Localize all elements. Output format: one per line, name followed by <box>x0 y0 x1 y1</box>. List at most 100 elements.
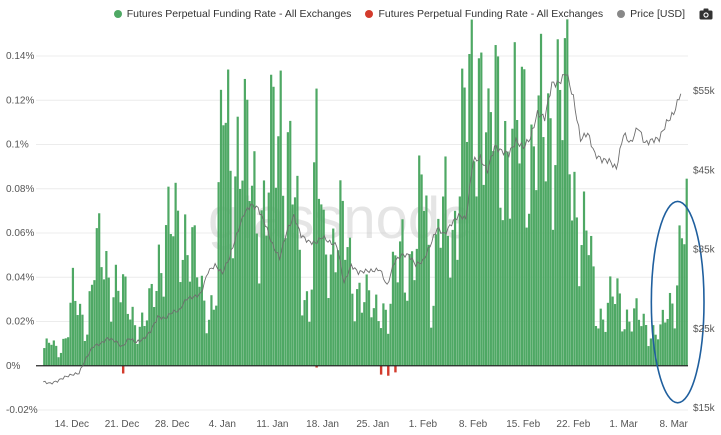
funding-bar <box>470 19 473 366</box>
funding-bar <box>430 327 433 366</box>
funding-bar <box>296 175 299 366</box>
funding-bar <box>305 291 309 366</box>
funding-bar <box>176 210 180 366</box>
funding-bar <box>649 338 652 366</box>
funding-bar <box>90 284 94 366</box>
funding-bar <box>391 251 395 366</box>
funding-bar <box>654 334 657 366</box>
funding-bar <box>463 87 466 366</box>
funding-bar <box>484 132 488 366</box>
funding-bar <box>241 180 244 366</box>
funding-bar <box>341 200 344 366</box>
funding-bar <box>613 304 617 366</box>
funding-bar <box>532 146 535 366</box>
funding-bar <box>547 93 550 366</box>
funding-bar <box>592 266 595 366</box>
funding-bar <box>219 89 223 366</box>
annotation-ellipse <box>650 200 705 404</box>
funding-bar <box>401 219 404 366</box>
legend-item-red-funding[interactable]: Futures Perpetual Funding Rate - All Exc… <box>365 8 603 20</box>
funding-bar <box>100 267 103 366</box>
y-right-tick-label: $15k <box>693 403 716 414</box>
funding-bar <box>477 58 481 366</box>
funding-bar <box>250 185 254 366</box>
funding-bar <box>150 283 153 366</box>
funding-bar <box>329 254 332 366</box>
funding-bar <box>298 249 301 366</box>
funding-bar <box>403 292 406 366</box>
funding-bar <box>346 247 349 366</box>
funding-bar <box>408 254 411 366</box>
funding-bar <box>203 300 206 366</box>
funding-bar <box>465 141 469 366</box>
funding-bar <box>566 19 569 366</box>
funding-bar <box>630 331 633 366</box>
funding-bar <box>453 210 457 366</box>
funding-bar <box>262 180 266 366</box>
funding-bar <box>200 275 203 366</box>
funding-bar <box>492 151 495 366</box>
funding-bar <box>274 187 278 366</box>
funding-bar <box>281 195 285 366</box>
funding-bar <box>559 89 562 366</box>
funding-bar <box>544 181 547 366</box>
funding-bar <box>324 254 328 366</box>
y-left-tick-label: 0.04% <box>6 272 34 283</box>
funding-bar <box>621 331 624 366</box>
funding-bar <box>133 325 137 366</box>
funding-bar <box>379 328 383 366</box>
x-tick-label: 25. Jan <box>356 419 389 430</box>
funding-bar <box>504 120 507 366</box>
funding-bar <box>167 186 170 366</box>
funding-bar <box>143 326 146 366</box>
funding-bar <box>102 279 106 366</box>
legend-label-green: Futures Perpetual Funding Rate - All Exc… <box>126 8 352 20</box>
funding-bar <box>277 136 280 366</box>
funding-bar <box>255 233 258 366</box>
funding-bar <box>348 237 352 366</box>
funding-bar <box>52 340 55 366</box>
funding-bar <box>582 191 586 366</box>
funding-bar <box>351 293 354 366</box>
funding-bar <box>422 210 426 366</box>
funding-bar <box>413 280 416 366</box>
funding-bar <box>138 326 141 366</box>
funding-bar <box>683 244 686 366</box>
funding-bar <box>410 251 414 366</box>
funding-bar <box>93 280 96 366</box>
funding-bar <box>456 259 459 366</box>
funding-bar <box>224 122 227 366</box>
funding-bar <box>71 267 75 366</box>
funding-bar <box>542 137 545 366</box>
funding-bar <box>55 345 58 366</box>
funding-bar <box>594 326 598 366</box>
y-left-tick-label: 0.06% <box>6 228 34 239</box>
x-tick-label: 11. Jan <box>256 419 288 430</box>
funding-bar <box>313 162 316 366</box>
funding-bar <box>539 33 543 366</box>
funding-bar <box>248 201 251 366</box>
x-tick-label: 8. Mar <box>659 419 688 430</box>
green-bar-series <box>43 19 688 366</box>
funding-bar <box>489 112 492 366</box>
legend-item-price[interactable]: Price [USD] <box>617 8 685 20</box>
funding-bar <box>372 308 375 366</box>
funding-bar <box>212 309 215 366</box>
funding-bar <box>164 225 168 366</box>
funding-bar <box>637 319 641 366</box>
camera-icon[interactable] <box>699 8 713 20</box>
funding-bar <box>664 322 667 366</box>
funding-bar <box>434 234 438 366</box>
funding-bar <box>272 86 275 366</box>
legend-item-green-funding[interactable]: Futures Perpetual Funding Rate - All Exc… <box>113 8 352 20</box>
funding-bar <box>45 338 48 366</box>
funding-bar <box>530 124 533 366</box>
funding-bar <box>86 334 89 366</box>
y-right-tick-label: $25k <box>693 324 716 335</box>
funding-bar <box>676 285 679 366</box>
funding-bar <box>253 151 256 366</box>
funding-bar <box>427 244 430 366</box>
negative-funding-bar <box>387 365 390 376</box>
price-line <box>43 74 682 385</box>
funding-bar <box>50 344 53 366</box>
